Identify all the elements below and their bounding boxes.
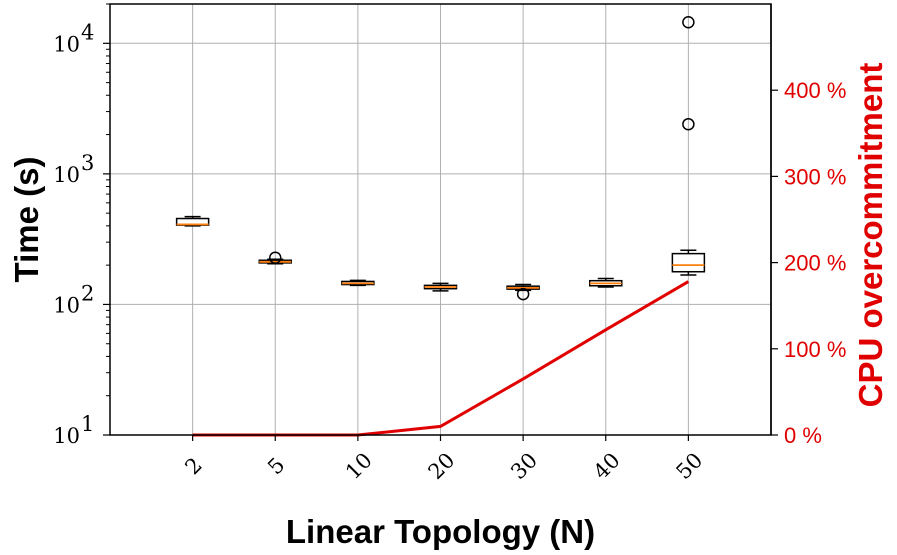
box-20 [423, 282, 458, 292]
y2-tick-label: 200 % [784, 251, 846, 276]
y2-tick-label: 0 % [784, 423, 822, 448]
flier-point [682, 15, 695, 29]
y-axis-label: Time (s) [8, 157, 45, 283]
box-40 [589, 277, 623, 288]
box-30 [506, 283, 540, 301]
x-tick-label: 40 [589, 448, 625, 484]
y-tick-label: 10 [53, 32, 80, 56]
box-2 [175, 215, 210, 227]
y-tick-exponent: 2 [81, 281, 94, 305]
y-tick-exponent: 3 [81, 151, 94, 175]
y2-tick-label: 100 % [784, 337, 846, 362]
y-tick-exponent: 4 [81, 20, 94, 44]
x-ticks: 2 5 10 20 30 40 50 [180, 435, 707, 484]
y2-axis-label: CPU overcommitment [852, 63, 889, 408]
x-tick-label: 5 [263, 453, 289, 479]
x-tick-label: 30 [506, 448, 542, 484]
x-tick-label: 10 [341, 448, 377, 484]
flier-point [516, 287, 530, 301]
x-tick-label: 20 [424, 448, 460, 484]
y-tick-label: 10 [53, 424, 80, 448]
y2-ticks: 0 % 100 % 200 % 300 % 400 % [770, 4, 846, 448]
x-tick-label: 50 [671, 448, 707, 484]
flier-point [269, 251, 282, 264]
x-tick-label: 2 [180, 453, 206, 479]
box-5 [258, 251, 292, 265]
box-layer [175, 15, 706, 301]
y-tick-exponent: 1 [81, 412, 94, 436]
y-tick-label: 10 [53, 163, 80, 187]
box-10 [341, 279, 375, 287]
box-50 [671, 15, 706, 276]
y2-tick-label: 300 % [784, 164, 846, 189]
y-tick-label: 10 [53, 293, 80, 317]
y2-tick-label: 400 % [784, 78, 846, 103]
x-axis-label: Linear Topology (N) [286, 513, 595, 550]
flier-point [682, 117, 695, 131]
grid-lines [110, 4, 771, 436]
box-body [671, 252, 706, 273]
